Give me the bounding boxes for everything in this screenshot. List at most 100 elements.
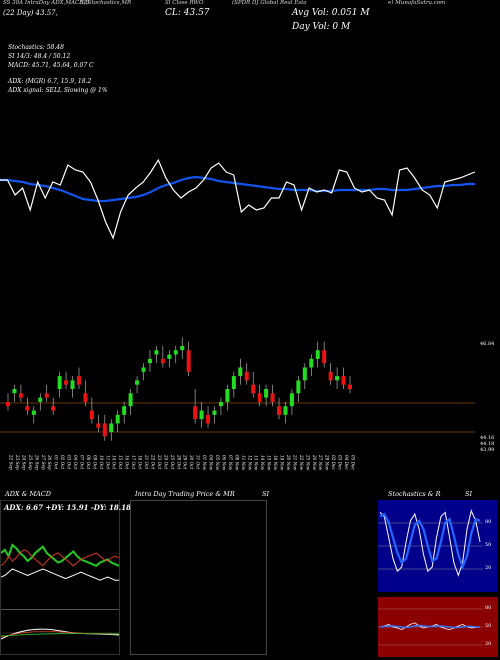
date-tick: 22 Nov bbox=[299, 454, 304, 471]
si-value: SI 14/3: 48.4 / 50.12 bbox=[8, 53, 71, 60]
date-tick: 16 Oct bbox=[125, 455, 130, 469]
candle-body bbox=[328, 371, 333, 381]
si-tick-80: 80 bbox=[485, 605, 492, 611]
date-tick: 24 Oct bbox=[163, 454, 168, 469]
date-tick: 29 Nov bbox=[325, 454, 330, 471]
si-line-chart bbox=[0, 158, 476, 240]
adx-chart bbox=[1, 543, 119, 581]
date-tick: 15 Nov bbox=[267, 455, 272, 471]
candle-body bbox=[335, 376, 340, 381]
candle-body bbox=[76, 376, 81, 385]
date-tick: 03 Oct bbox=[67, 455, 72, 469]
candle-body bbox=[199, 410, 204, 420]
adx-value: ADX: (MGR) 6.7, 15.9, 18.2 bbox=[8, 78, 92, 85]
date-tick: 19 Nov bbox=[280, 455, 285, 471]
date-tick: 04 Nov bbox=[209, 455, 214, 471]
candle-body bbox=[6, 401, 10, 407]
candle-body bbox=[206, 414, 211, 424]
stoch-tick-50: 50 bbox=[485, 542, 492, 548]
date-tick: 23 Oct bbox=[157, 454, 162, 469]
candle-body bbox=[135, 380, 140, 385]
date-tick: 25 Nov bbox=[305, 454, 310, 471]
candle-body bbox=[302, 367, 307, 381]
date-tick: 03 Dec bbox=[338, 455, 343, 470]
si-tick-50: 50 bbox=[485, 623, 492, 629]
date-tick: 07 Oct bbox=[79, 455, 84, 469]
stochastics-value: Stochastics: 58.48 bbox=[8, 44, 64, 51]
candle-body bbox=[212, 410, 217, 415]
fund-name: (SPDR DJ Global Real Esta bbox=[232, 0, 307, 6]
candle-body bbox=[12, 389, 17, 394]
candle-body bbox=[18, 393, 23, 398]
candle-body bbox=[57, 376, 62, 389]
candle-body bbox=[167, 354, 172, 359]
period-close: (22 Day) 43.57, bbox=[3, 9, 58, 17]
candle-body bbox=[244, 371, 249, 381]
date-tick: 20 Nov bbox=[286, 454, 291, 471]
date-tick: 02 Dec bbox=[331, 455, 336, 470]
candle-body bbox=[225, 389, 230, 402]
intraday-si-title: SI bbox=[262, 490, 270, 498]
date-tick: 22 Sep bbox=[9, 454, 14, 470]
candle-body bbox=[122, 406, 127, 415]
date-tick: 08 Nov bbox=[234, 455, 239, 471]
candle-body bbox=[193, 406, 198, 420]
price-label-b: 44.18 bbox=[480, 441, 495, 447]
candle-body bbox=[251, 384, 256, 394]
candle-body bbox=[154, 350, 159, 355]
candle-body bbox=[322, 350, 327, 364]
date-tick: 21 Nov bbox=[292, 454, 297, 471]
candle-body bbox=[25, 406, 30, 411]
date-tick: 30 Oct bbox=[189, 455, 194, 469]
date-tick: 22 Oct bbox=[150, 454, 155, 469]
si-panel-series-line bbox=[379, 624, 480, 629]
candle-body bbox=[31, 410, 36, 415]
stoch-title: Stochastics & R bbox=[388, 490, 441, 498]
price-label-upper: 46.84 bbox=[480, 341, 495, 347]
si-tick-20: 20 bbox=[485, 641, 492, 647]
date-tick: 04 Dec bbox=[344, 455, 349, 470]
candle-body bbox=[128, 393, 133, 407]
candlestick-chart: 22 Sep 23 Sep 24 Sep 25 Sep 26 Sep 27 Sep 30 S… bbox=[0, 337, 475, 471]
adx-series-line bbox=[1, 543, 119, 567]
adx-values: ADX: 6.67 +DY: 15.91 -DY: 18.18 bbox=[4, 503, 131, 512]
candle-body bbox=[309, 358, 314, 368]
date-tick: 27 Sep bbox=[41, 454, 46, 470]
intraday-title: Intra Day Trading Price & MR bbox=[135, 490, 235, 498]
date-tick: 17 Oct bbox=[131, 455, 136, 469]
candle-body bbox=[83, 393, 88, 402]
candle-body bbox=[102, 423, 107, 437]
date-tick: 06 Nov bbox=[221, 455, 226, 471]
avg-volume: Avg Vol: 0.051 M bbox=[292, 8, 370, 18]
si-panel: 80 50 20 bbox=[378, 597, 498, 657]
date-tick: 23 Sep bbox=[15, 454, 20, 470]
date-tick: 14 Oct bbox=[112, 455, 117, 469]
date-tick: 07 Nov bbox=[228, 455, 233, 471]
stochastics-label: SI,Stochastics,MR bbox=[80, 0, 132, 6]
candle-body bbox=[38, 397, 43, 402]
date-tick: 01 Oct bbox=[54, 455, 59, 469]
candle-body bbox=[238, 367, 243, 377]
candle-body bbox=[257, 393, 262, 402]
candle-body bbox=[283, 406, 288, 415]
candle-body bbox=[348, 384, 352, 389]
candle-body bbox=[296, 380, 301, 394]
date-tick: 13 Nov bbox=[254, 455, 259, 471]
si-moving-average-line bbox=[0, 175, 475, 203]
candle-body bbox=[89, 410, 94, 420]
date-tick: 21 Oct bbox=[144, 454, 149, 469]
candle-body bbox=[70, 380, 75, 389]
adx-series-line bbox=[1, 549, 119, 567]
date-tick: 31 Oct bbox=[196, 455, 201, 469]
candle-body bbox=[341, 376, 346, 385]
date-tick: 11 Nov bbox=[241, 455, 246, 471]
candle-body bbox=[115, 414, 120, 424]
adx-divider bbox=[1, 609, 119, 610]
date-tick: 25 Sep bbox=[28, 454, 33, 470]
stoch-series-line bbox=[379, 512, 481, 571]
date-tick: 15 Oct bbox=[118, 455, 123, 469]
date-tick: 05 Nov bbox=[215, 455, 220, 471]
candle-body bbox=[147, 358, 152, 364]
candle-body bbox=[231, 376, 236, 389]
date-tick: 26 Nov bbox=[312, 454, 317, 471]
